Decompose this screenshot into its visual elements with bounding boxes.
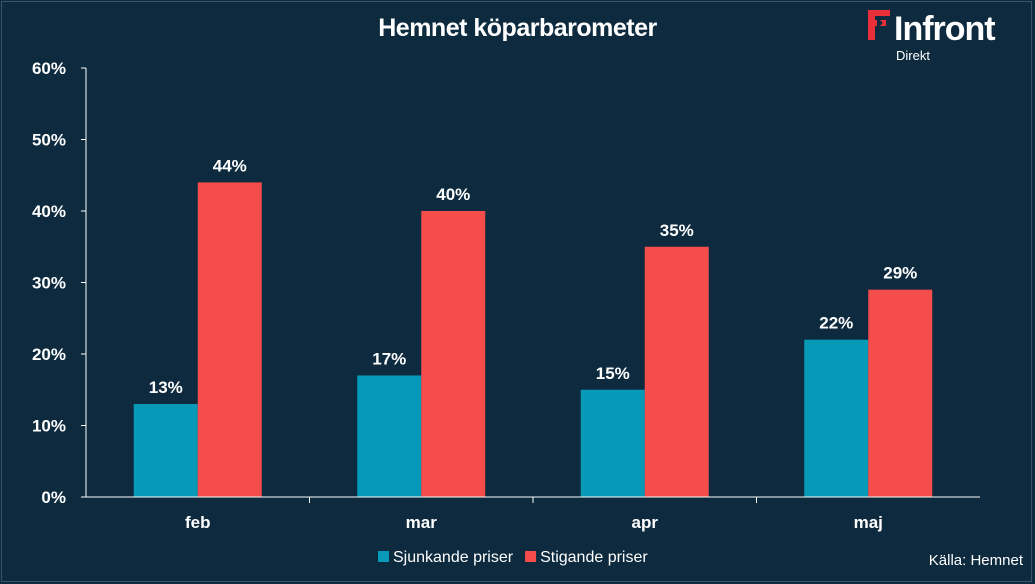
bar-stigande xyxy=(644,246,709,497)
bar-stigande xyxy=(197,182,262,497)
logo-wordmark: Infront xyxy=(894,10,996,48)
y-tick-label: 20% xyxy=(32,345,66,364)
x-tick-label: feb xyxy=(185,513,211,532)
x-tick-label: apr xyxy=(632,513,659,532)
legend-swatch xyxy=(525,551,537,562)
bar-sjunkande xyxy=(804,339,869,497)
bar-sjunkande xyxy=(357,375,422,497)
legend-swatch xyxy=(378,551,389,562)
bar-sjunkande xyxy=(580,389,645,497)
y-tick-label: 0% xyxy=(41,488,66,507)
legend: Sjunkande priser Stigande priser xyxy=(378,549,648,566)
data-label: 44% xyxy=(213,156,247,175)
bar-stigande xyxy=(868,289,933,497)
x-tick-label: maj xyxy=(854,513,883,532)
bar-stigande xyxy=(421,211,486,497)
chart-title: Hemnet köparbarometer xyxy=(378,14,657,42)
logo-subtitle: Direkt xyxy=(896,48,930,63)
data-label: 17% xyxy=(372,349,406,368)
source-note: Källa: Hemnet xyxy=(928,552,1023,569)
legend-label: Sjunkande priser xyxy=(393,549,514,566)
x-tick-label: mar xyxy=(406,513,438,532)
y-tick-label: 50% xyxy=(32,131,66,150)
logo-mark-icon xyxy=(868,10,890,40)
y-tick-label: 30% xyxy=(32,274,66,293)
y-tick-label: 40% xyxy=(32,202,66,221)
x-axis: feb mar apr maj xyxy=(86,496,980,532)
data-label: 40% xyxy=(436,185,470,204)
y-axis: 0% 10% 20% 30% 40% 50% 60% xyxy=(32,59,87,507)
data-label: 15% xyxy=(596,364,630,383)
y-tick-label: 10% xyxy=(32,417,66,436)
legend-label: Stigande priser xyxy=(540,549,648,566)
data-label: 22% xyxy=(819,314,853,333)
infront-logo: Infront Direkt xyxy=(866,8,1026,68)
y-tick-label: 60% xyxy=(32,59,66,78)
data-label: 35% xyxy=(660,221,694,240)
data-label: 29% xyxy=(883,264,917,283)
bar-sjunkande xyxy=(133,404,198,497)
data-label: 13% xyxy=(149,378,183,397)
bars-group: 13% 44% 17% 40% 15% 35% 22% 29% xyxy=(133,156,933,497)
